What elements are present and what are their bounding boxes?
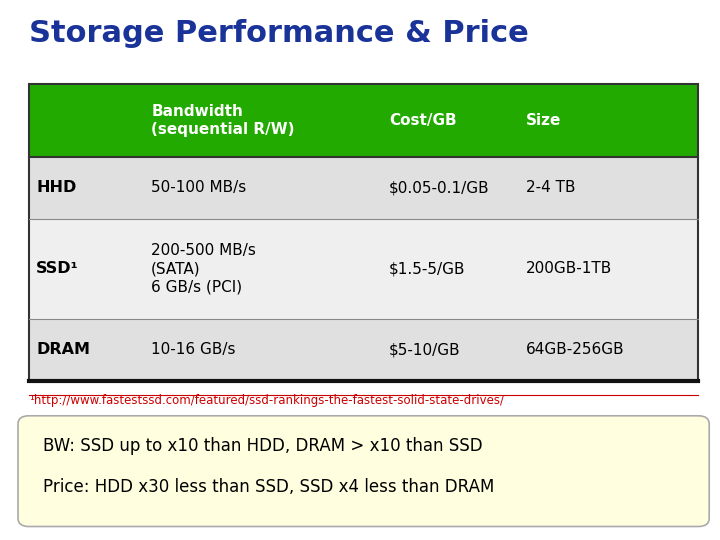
FancyBboxPatch shape bbox=[18, 416, 709, 526]
Text: 2-4 TB: 2-4 TB bbox=[526, 180, 575, 195]
Text: Bandwidth
(sequential R/W): Bandwidth (sequential R/W) bbox=[151, 104, 294, 137]
Text: BW: SSD up to x10 than HDD, DRAM > x10 than SSD: BW: SSD up to x10 than HDD, DRAM > x10 t… bbox=[43, 437, 483, 455]
Text: Price: HDD x30 less than SSD, SSD x4 less than DRAM: Price: HDD x30 less than SSD, SSD x4 les… bbox=[43, 478, 495, 496]
Text: 64GB-256GB: 64GB-256GB bbox=[526, 342, 624, 357]
Text: SSD¹: SSD¹ bbox=[36, 261, 78, 276]
Text: 50-100 MB/s: 50-100 MB/s bbox=[151, 180, 246, 195]
Text: Storage Performance & Price: Storage Performance & Price bbox=[29, 19, 528, 48]
Text: $0.05-0.1/GB: $0.05-0.1/GB bbox=[389, 180, 490, 195]
Text: HHD: HHD bbox=[36, 180, 76, 195]
Text: 200-500 MB/s
(SATA)
6 GB/s (PCI): 200-500 MB/s (SATA) 6 GB/s (PCI) bbox=[151, 242, 256, 295]
Text: DRAM: DRAM bbox=[36, 342, 90, 357]
Text: 10-16 GB/s: 10-16 GB/s bbox=[151, 342, 235, 357]
Text: 200GB-1TB: 200GB-1TB bbox=[526, 261, 612, 276]
Text: ¹http://www.fastestssd.com/featured/ssd-rankings-the-fastest-solid-state-drives/: ¹http://www.fastestssd.com/featured/ssd-… bbox=[29, 394, 504, 407]
Text: Size: Size bbox=[526, 113, 561, 127]
Text: Cost/GB: Cost/GB bbox=[389, 113, 456, 127]
Text: $1.5-5/GB: $1.5-5/GB bbox=[389, 261, 465, 276]
Text: $5-10/GB: $5-10/GB bbox=[389, 342, 460, 357]
